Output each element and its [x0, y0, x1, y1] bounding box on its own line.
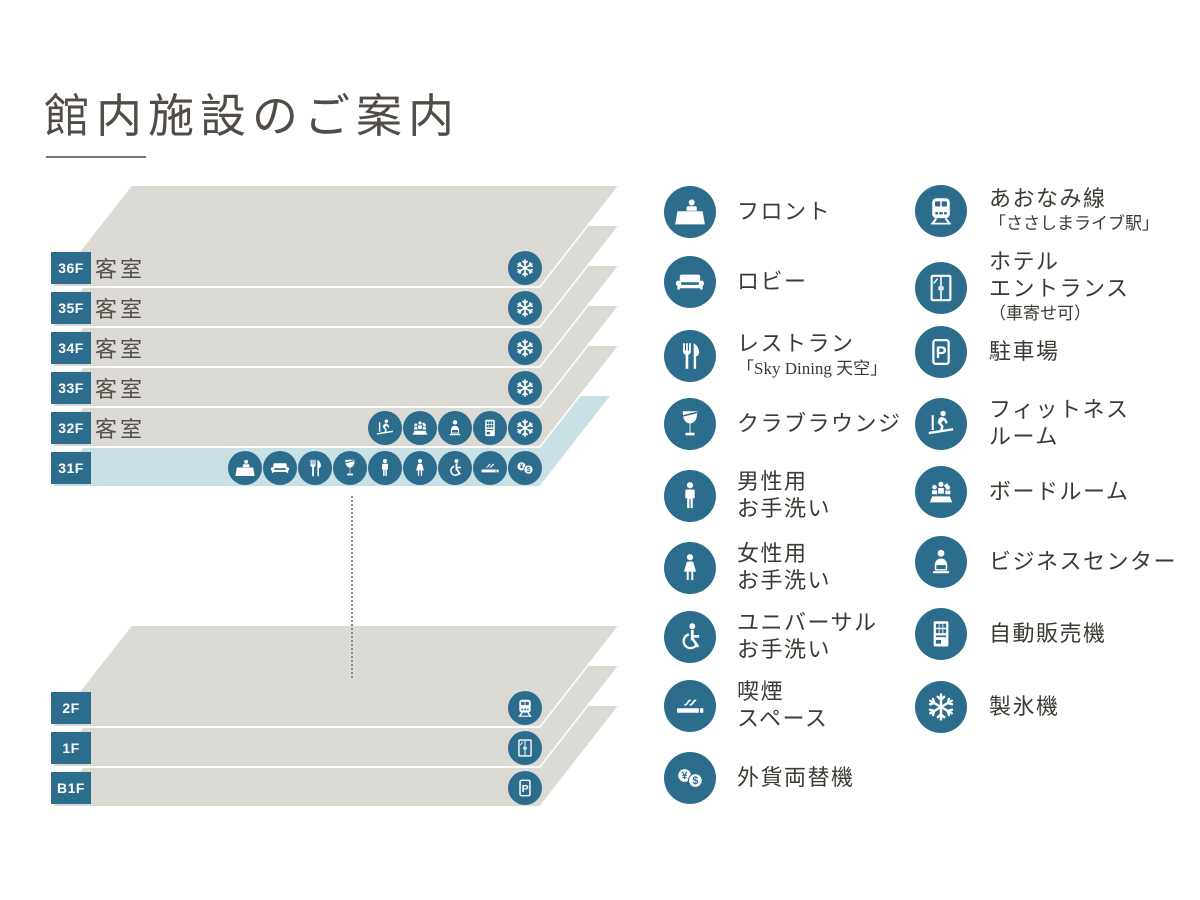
legend-item-label: 男性用 お手洗い	[737, 468, 831, 522]
smoking-icon	[664, 680, 716, 732]
fitness-icon	[368, 411, 402, 445]
legend-label-line: お手洗い	[737, 568, 832, 593]
legend-label-line: ビジネスセンター	[989, 548, 1178, 574]
ice-icon	[508, 331, 542, 365]
floor-label-31f: 31F	[51, 452, 91, 484]
floor-label-32f: 32F	[51, 412, 91, 444]
front-desk-icon	[228, 451, 262, 485]
vending-icon	[915, 608, 967, 660]
fitness-icon	[915, 398, 967, 450]
restaurant-icon	[298, 451, 332, 485]
legend-item-label: 女性用 お手洗い	[737, 540, 831, 594]
lounge-icon	[333, 451, 367, 485]
exchange-icon	[508, 451, 542, 485]
legend-label-line: あおなみ線	[989, 185, 1107, 211]
business-icon	[438, 411, 472, 445]
female-icon	[664, 542, 716, 594]
legend-item-label: 駐車場	[989, 338, 1060, 365]
ice-icon	[508, 251, 542, 285]
legend-item-label: 外貨両替機	[737, 764, 855, 791]
title-underline	[46, 156, 146, 158]
legend-label-line: 自動販売機	[989, 620, 1107, 646]
lounge-icon	[664, 398, 716, 450]
legend-item-label: ホテル エントランス （車寄せ可）	[989, 248, 1130, 326]
floor-label-2f: 2F	[51, 692, 91, 724]
legend-label-line: 男性用	[737, 469, 808, 494]
universal-icon	[664, 611, 716, 663]
legend-label-line: フロント	[737, 198, 832, 224]
floor-room-text: 客室	[95, 337, 146, 362]
legend-item-label: ユニバーサル お手洗い	[737, 609, 878, 663]
legend-label-line: （車寄せ可）	[989, 304, 1091, 323]
train-icon	[508, 691, 542, 725]
universal-icon	[438, 451, 472, 485]
vending-icon	[473, 411, 507, 445]
female-icon	[403, 451, 437, 485]
legend-label-line: ロビー	[737, 268, 808, 294]
train-icon	[915, 185, 967, 237]
legend-item-label: フロント	[737, 198, 831, 225]
floor-room-text: 客室	[95, 417, 146, 442]
legend-item-label: 製氷機	[989, 693, 1060, 720]
legend-label-line: ルーム	[989, 424, 1059, 449]
legend-item-label: ロビー	[737, 268, 808, 295]
legend-label-line: ユニバーサル	[737, 610, 878, 635]
front-desk-icon	[664, 186, 716, 238]
legend-label-line: 喫煙	[737, 679, 785, 704]
legend-label-line: お手洗い	[737, 496, 832, 521]
floor-label-34f: 34F	[51, 332, 91, 364]
legend-item-label: クラブラウンジ	[737, 410, 902, 437]
sofa-icon	[664, 256, 716, 308]
smoking-icon	[473, 451, 507, 485]
legend-label-line: ボードルーム	[989, 478, 1130, 504]
restaurant-icon	[664, 330, 716, 382]
sofa-icon	[263, 451, 297, 485]
exchange-icon	[664, 752, 716, 804]
floor-room-text: 客室	[95, 297, 146, 322]
business-icon	[915, 536, 967, 588]
legend-item-label: 喫煙 スペース	[737, 678, 828, 732]
entrance-icon	[508, 731, 542, 765]
legend-label-line: 「ささしまライブ駅」	[989, 213, 1159, 233]
legend-item-label: あおなみ線 「ささしまライブ駅」	[989, 185, 1159, 236]
legend-label-line: 女性用	[737, 541, 808, 566]
legend-item-label: フィットネス ルーム	[989, 396, 1130, 450]
legend-label-line: 駐車場	[989, 338, 1060, 364]
floor-label-33f: 33F	[51, 372, 91, 404]
legend-label-line: フィットネス	[989, 397, 1130, 422]
entrance-icon	[915, 262, 967, 314]
legend-label-line: お手洗い	[737, 637, 832, 662]
ice-icon	[915, 681, 967, 733]
floor-connector-dotted-line	[351, 496, 353, 678]
floor-room-text: 客室	[95, 377, 146, 402]
legend-label-line: レストラン	[737, 330, 855, 356]
ice-icon	[508, 371, 542, 405]
legend-item-label: 自動販売機	[989, 620, 1107, 647]
legend-label-line: エントランス	[989, 276, 1130, 301]
floor-label-b1f: B1F	[51, 772, 91, 804]
parking-icon	[915, 326, 967, 378]
legend-label-line: クラブラウンジ	[737, 410, 902, 436]
legend-label-line: 「Sky Dining 天空」	[737, 358, 888, 378]
legend-label-line: ホテル	[989, 249, 1060, 274]
legend-label-line: 製氷機	[989, 693, 1060, 719]
page-title: 館内施設のご案内	[44, 91, 460, 142]
legend-item-label: ビジネスセンター	[989, 548, 1177, 575]
floor-label-36f: 36F	[51, 252, 91, 284]
legend-item-label: ボードルーム	[989, 478, 1129, 505]
floor-label-35f: 35F	[51, 292, 91, 324]
legend-label-line: スペース	[737, 706, 829, 731]
male-icon	[368, 451, 402, 485]
legend-item-label: レストラン 「Sky Dining 天空」	[737, 330, 887, 381]
floor-room-text: 客室	[95, 257, 146, 282]
boardroom-icon	[403, 411, 437, 445]
male-icon	[664, 470, 716, 522]
floor-label-1f: 1F	[51, 732, 91, 764]
ice-icon	[508, 291, 542, 325]
parking-icon	[508, 771, 542, 805]
ice-icon	[508, 411, 542, 445]
legend-label-line: 外貨両替機	[737, 764, 855, 790]
boardroom-icon	[915, 466, 967, 518]
